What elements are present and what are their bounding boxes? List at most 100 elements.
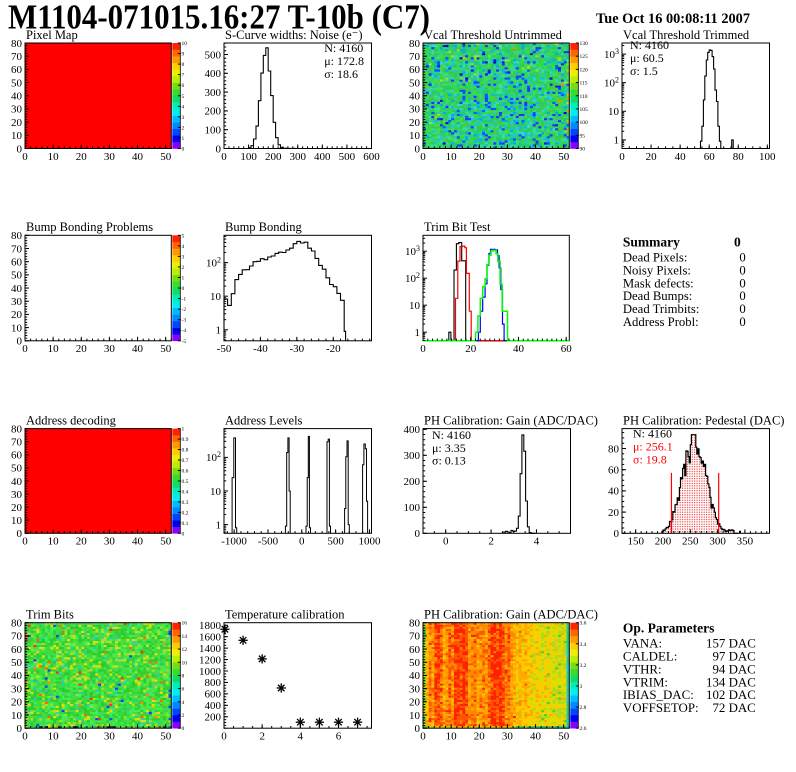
svg-text:300: 300 [205, 87, 222, 99]
svg-text:10: 10 [48, 343, 60, 355]
svg-text:10: 10 [48, 731, 60, 743]
svg-text:40: 40 [409, 91, 421, 103]
svg-text:PH Calibration: Pedestal (DAC): PH Calibration: Pedestal (DAC) [623, 413, 784, 427]
svg-text:60: 60 [608, 465, 620, 477]
svg-text:70: 70 [11, 631, 23, 643]
svg-text:0.3: 0.3 [182, 500, 189, 506]
svg-text:40: 40 [11, 476, 23, 488]
svg-text:200: 200 [265, 151, 282, 163]
svg-text:50: 50 [11, 657, 23, 669]
svg-text:0.2: 0.2 [182, 510, 189, 516]
svg-text:0: 0 [415, 528, 421, 540]
svg-text:Bump Bonding Problems: Bump Bonding Problems [26, 220, 153, 234]
svg-text:200: 200 [205, 106, 222, 118]
svg-text:0: 0 [420, 343, 426, 355]
svg-text:157 DAC: 157 DAC [706, 637, 756, 651]
svg-text:20: 20 [11, 502, 23, 514]
svg-text:1600: 1600 [199, 632, 222, 644]
svg-text:-1000: -1000 [221, 536, 247, 548]
svg-text:110: 110 [580, 94, 588, 100]
svg-text:115: 115 [580, 81, 588, 87]
svg-text:20: 20 [11, 117, 23, 129]
svg-text:100: 100 [240, 151, 257, 163]
svg-text:0: 0 [739, 289, 745, 303]
svg-text:6: 6 [182, 83, 185, 89]
svg-text:10: 10 [11, 130, 23, 142]
svg-text:Trim Bit Test: Trim Bit Test [424, 220, 491, 234]
svg-text:400: 400 [205, 68, 222, 80]
svg-text:Address decoding: Address decoding [26, 413, 117, 427]
svg-text:0.4: 0.4 [182, 489, 189, 495]
svg-text:50: 50 [409, 657, 421, 669]
svg-text:134 DAC: 134 DAC [706, 675, 756, 689]
svg-text:30: 30 [11, 296, 23, 308]
svg-text:30: 30 [502, 731, 514, 743]
svg-text:0: 0 [739, 276, 745, 290]
svg-text:2: 2 [182, 125, 185, 131]
svg-text:σ: 0.13: σ: 0.13 [432, 454, 466, 468]
svg-text:VTRIM:: VTRIM: [623, 675, 668, 689]
svg-text:500: 500 [205, 49, 222, 61]
svg-text:200: 200 [404, 476, 421, 488]
svg-text:8: 8 [182, 62, 185, 68]
svg-text:-4: -4 [182, 328, 187, 334]
svg-text:Vcal Threshold Untrimmed: Vcal Threshold Untrimmed [424, 28, 563, 42]
svg-text:-500: -500 [258, 536, 279, 548]
svg-text:50: 50 [160, 731, 172, 743]
svg-text:60: 60 [11, 257, 23, 269]
svg-text:0: 0 [182, 531, 185, 537]
svg-text:200: 200 [655, 536, 672, 548]
svg-text:1: 1 [415, 327, 421, 339]
svg-text:3: 3 [182, 115, 185, 121]
svg-text:9: 9 [182, 52, 185, 58]
svg-text:0: 0 [415, 723, 421, 735]
svg-text:130: 130 [580, 41, 589, 47]
svg-text:40: 40 [132, 343, 144, 355]
svg-text:σ: 1.5: σ: 1.5 [630, 64, 658, 78]
svg-text:Dead Bumps:: Dead Bumps: [623, 289, 692, 303]
svg-text:20: 20 [76, 151, 88, 163]
svg-text:-40: -40 [253, 343, 268, 355]
svg-text:0: 0 [182, 286, 185, 292]
svg-text:50: 50 [11, 463, 23, 475]
svg-text:-5: -5 [182, 339, 187, 345]
svg-text:200: 200 [205, 712, 222, 724]
svg-text:90: 90 [580, 147, 586, 153]
svg-text:80: 80 [11, 618, 23, 630]
svg-text:1: 1 [182, 276, 185, 282]
svg-text:20: 20 [11, 309, 23, 321]
svg-text:1: 1 [216, 325, 222, 337]
svg-text:60: 60 [704, 151, 716, 163]
svg-text:40: 40 [132, 151, 144, 163]
svg-text:3.2: 3.2 [580, 663, 587, 669]
svg-text:M1104-071015.16:27 T-10b (C7): M1104-071015.16:27 T-10b (C7) [8, 0, 430, 37]
svg-text:0: 0 [734, 235, 741, 250]
svg-text:0: 0 [216, 143, 222, 155]
svg-text:0: 0 [17, 143, 23, 155]
svg-text:Op. Parameters: Op. Parameters [623, 621, 714, 636]
svg-text:40: 40 [11, 283, 23, 295]
svg-text:4: 4 [182, 104, 185, 110]
svg-text:Bump Bonding: Bump Bonding [225, 220, 302, 234]
svg-text:50: 50 [11, 77, 23, 89]
svg-text:2: 2 [259, 731, 265, 743]
svg-text:30: 30 [104, 151, 116, 163]
svg-text:50: 50 [11, 270, 23, 282]
svg-text:20: 20 [76, 343, 88, 355]
svg-text:-2: -2 [182, 307, 187, 313]
svg-text:0: 0 [614, 528, 620, 540]
svg-text:2: 2 [182, 265, 185, 271]
svg-text:5: 5 [182, 94, 185, 100]
svg-text:0: 0 [22, 343, 28, 355]
svg-text:16: 16 [182, 621, 188, 627]
svg-text:VANA:: VANA: [623, 637, 662, 651]
svg-text:1000: 1000 [359, 536, 382, 548]
svg-text:20: 20 [76, 536, 88, 548]
svg-text:10: 10 [182, 660, 188, 666]
svg-text:800: 800 [205, 677, 222, 689]
svg-text:4: 4 [534, 536, 540, 548]
svg-text:30: 30 [11, 489, 23, 501]
svg-text:3.4: 3.4 [580, 642, 587, 648]
svg-text:CALDEL:: CALDEL: [623, 650, 677, 664]
svg-text:0.9: 0.9 [182, 437, 189, 443]
